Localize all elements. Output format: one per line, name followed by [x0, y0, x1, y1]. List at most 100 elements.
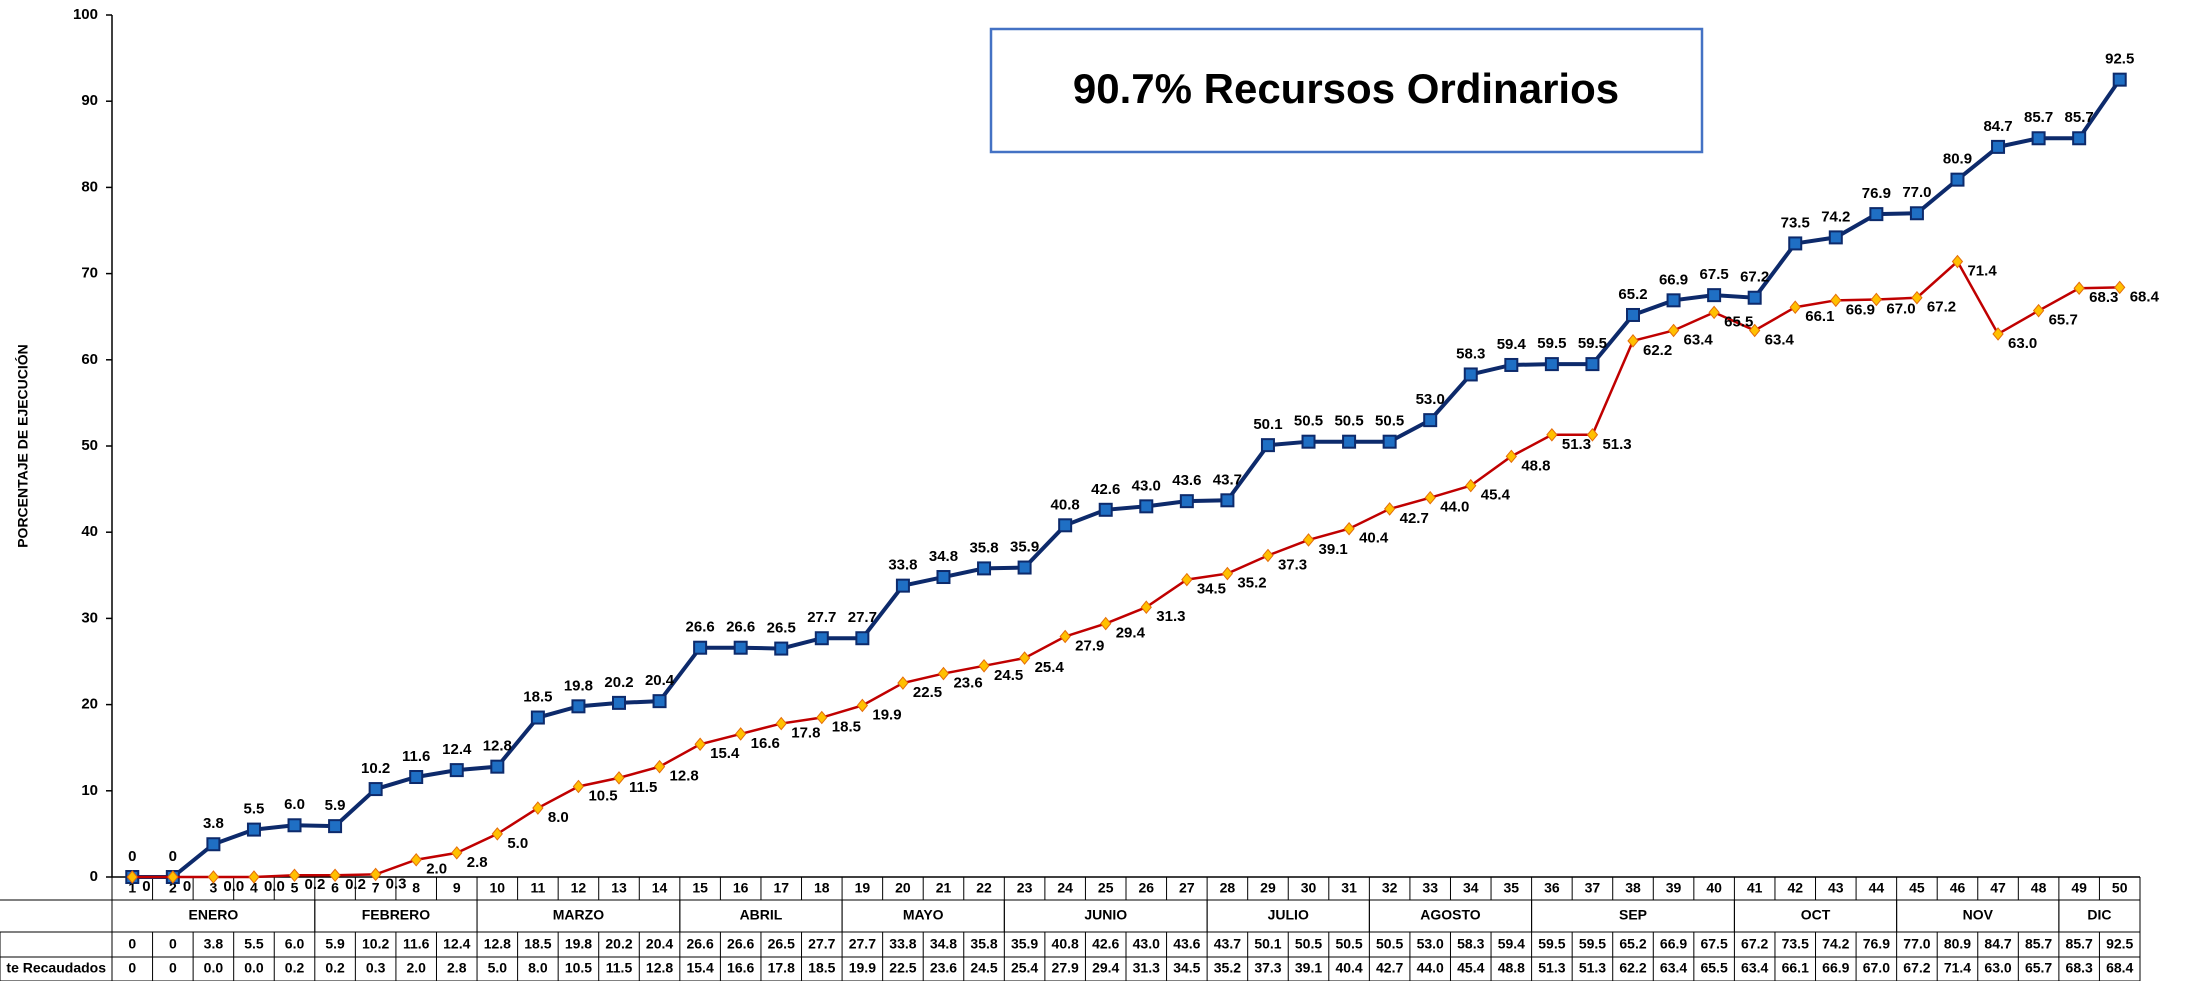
x-tick-label: 17	[773, 880, 789, 896]
x-tick-label: 28	[1220, 880, 1236, 896]
point	[978, 659, 990, 673]
data-label: 66.9	[1659, 271, 1688, 288]
point	[246, 822, 261, 837]
point	[449, 763, 464, 778]
x-tick-label: 49	[2071, 880, 2087, 896]
point	[936, 570, 951, 585]
table-cell: 27.7	[808, 936, 835, 952]
table-cell: 2.0	[406, 960, 426, 976]
x-tick-label: 43	[1828, 880, 1844, 896]
data-label: 84.7	[1983, 118, 2012, 135]
point	[1463, 367, 1478, 382]
x-tick-label: 19	[855, 880, 871, 896]
data-label: 67.5	[1700, 266, 1729, 283]
table-cell: 34.8	[930, 936, 957, 952]
data-label: 65.2	[1618, 286, 1647, 303]
data-label: 63.0	[2008, 335, 2037, 352]
table-cell: 34.5	[1173, 960, 1200, 976]
point	[410, 852, 422, 867]
point	[653, 759, 666, 774]
data-label: 45.4	[1481, 487, 1511, 504]
x-tick-label: 8	[412, 880, 420, 896]
data-label: 59.5	[1537, 335, 1566, 352]
table-cell: 85.7	[2025, 936, 2052, 952]
x-tick-label: 3	[210, 880, 218, 896]
y-tick-label: 40	[81, 523, 98, 540]
point	[1586, 428, 1599, 442]
point	[1708, 305, 1720, 320]
data-label: 85.7	[2065, 109, 2094, 126]
y-tick-label: 50	[81, 437, 98, 454]
data-label: 34.5	[1197, 581, 1226, 598]
point	[1302, 533, 1315, 547]
data-label: 68.3	[2089, 289, 2118, 306]
table-cell: 68.3	[2066, 960, 2093, 976]
month-label: MARZO	[553, 907, 604, 923]
month-label: JULIO	[1268, 907, 1309, 923]
table-cell: 11.6	[403, 936, 430, 952]
table-cell: 67.2	[1903, 960, 1930, 976]
data-label: 50.5	[1375, 413, 1404, 430]
table-cell: 40.4	[1335, 960, 1362, 976]
point	[1260, 438, 1275, 453]
point	[1181, 572, 1193, 587]
point	[167, 870, 179, 884]
month-label: ABRIL	[740, 907, 783, 923]
point	[1869, 207, 1884, 222]
data-label: 59.4	[1497, 336, 1527, 353]
data-label: 42.7	[1400, 510, 1429, 527]
x-tick-label: 26	[1138, 880, 1154, 896]
data-label: 35.9	[1010, 539, 1039, 556]
data-label: 26.5	[767, 620, 796, 637]
table-cell: 68.4	[2106, 960, 2133, 976]
table-cell: 33.8	[889, 936, 916, 952]
data-label: 43.0	[1132, 477, 1161, 494]
data-label: 23.6	[953, 675, 982, 692]
x-tick-label: 13	[611, 880, 627, 896]
x-tick-label: 44	[1869, 880, 1885, 896]
table-cell: 29.4	[1092, 960, 1119, 976]
table-cell: 42.6	[1092, 936, 1119, 952]
month-label: SEP	[1619, 907, 1647, 923]
data-label: 26.6	[726, 619, 755, 636]
x-tick-label: 32	[1382, 880, 1398, 896]
table-cell: 42.7	[1376, 960, 1403, 976]
table-cell: 10.2	[362, 936, 389, 952]
point	[1585, 357, 1600, 372]
data-label: 50.5	[1294, 413, 1323, 430]
data-label: 33.8	[888, 557, 917, 574]
data-label: 66.9	[1846, 301, 1875, 318]
table-cell: 59.5	[1538, 936, 1565, 952]
table-cell: 18.5	[524, 936, 551, 952]
data-label: 12.8	[670, 768, 699, 785]
point	[1139, 499, 1154, 514]
data-label: 6.0	[284, 796, 305, 813]
data-label: 67.2	[1740, 269, 1769, 286]
table-cell: 19.8	[565, 936, 592, 952]
point	[733, 640, 748, 655]
point	[1626, 307, 1640, 322]
data-label: 3.8	[203, 815, 224, 832]
point	[287, 818, 302, 833]
y-tick-label: 10	[81, 782, 98, 799]
point	[1749, 323, 1761, 338]
table-cell: 50.5	[1376, 936, 1403, 952]
point	[1747, 290, 1762, 305]
data-label: 53.0	[1416, 391, 1445, 408]
table-cell: 0	[128, 936, 136, 952]
data-label: 18.5	[523, 688, 552, 705]
x-tick-label: 39	[1666, 880, 1682, 896]
x-tick-label: 47	[1990, 880, 2006, 896]
point	[735, 727, 747, 741]
month-label: OCT	[1801, 907, 1831, 923]
data-label: 2.8	[467, 854, 488, 871]
data-label: 16.6	[751, 735, 780, 752]
series-line	[132, 78, 2122, 879]
x-tick-label: 45	[1909, 880, 1925, 896]
data-label: 48.8	[1521, 457, 1550, 474]
x-tick-label: 30	[1301, 880, 1317, 896]
table-cell: 35.2	[1214, 960, 1241, 976]
table-cell: 63.4	[1741, 960, 1768, 976]
table-cell: 5.5	[244, 936, 264, 952]
table-cell: 48.8	[1498, 960, 1525, 976]
